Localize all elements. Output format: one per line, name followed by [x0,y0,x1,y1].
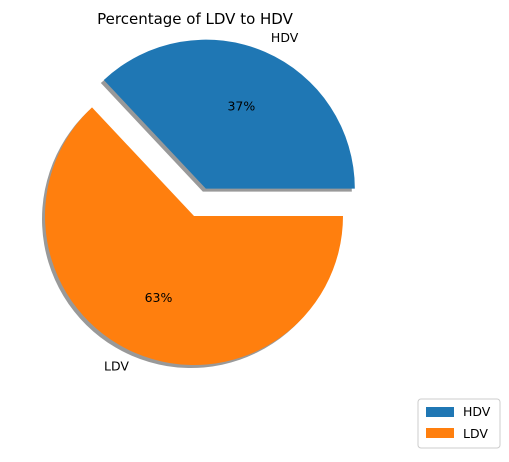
slice-percent-ldv: 63% [145,290,173,305]
slice-label-ldv: LDV [104,358,129,373]
chart-title: Percentage of LDV to HDV [97,10,293,28]
pie-slice-ldv [45,107,344,365]
legend-swatch-hdv [426,407,454,417]
slice-label-hdv: HDV [271,30,299,45]
legend-label-ldv: LDV [463,426,488,441]
legend-swatch-ldv [426,428,454,438]
legend-label-hdv: HDV [463,404,491,419]
slice-percent-hdv: 37% [227,99,255,114]
pie-slices [45,39,355,365]
legend: HDV LDV [417,398,501,449]
slice-labels: HDV 37% LDV 63% [104,30,299,373]
pie-slice-hdv [103,39,355,189]
